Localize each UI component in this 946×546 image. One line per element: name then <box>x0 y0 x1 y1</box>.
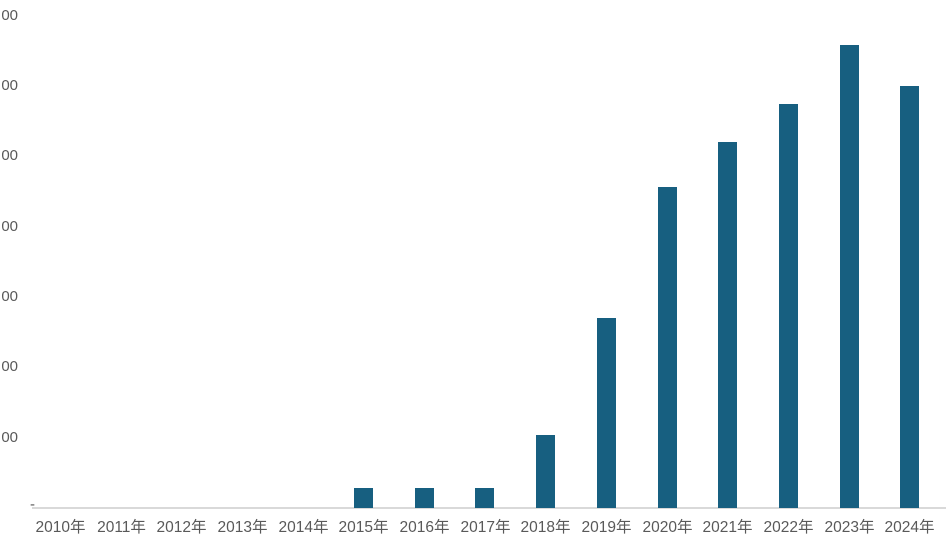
y-tick-label: 00 <box>1 148 18 164</box>
x-tick-label-2023年: 2023年 <box>824 519 875 536</box>
bar-2017年 <box>475 488 494 508</box>
bar-2020年 <box>658 187 677 508</box>
x-tick-label-2012年: 2012年 <box>156 519 207 536</box>
y-tick-label: 00 <box>1 359 18 375</box>
y-tick-label: 00 <box>1 430 18 446</box>
x-tick-label-2022年: 2022年 <box>763 519 814 536</box>
x-tick-label-2014年: 2014年 <box>278 519 329 536</box>
x-tick-label-2019年: 2019年 <box>581 519 632 536</box>
x-tick-label-2015年: 2015年 <box>338 519 389 536</box>
bar-2022年 <box>779 104 798 508</box>
bar-2015年 <box>354 488 373 508</box>
zero-tick-label: - <box>30 496 35 513</box>
bar-2018年 <box>536 435 555 508</box>
y-tick-label: 00 <box>1 289 18 305</box>
x-tick-label-2020年: 2020年 <box>642 519 693 536</box>
x-tick-label-2017年: 2017年 <box>460 519 511 536</box>
bar-2016年 <box>415 488 434 508</box>
x-tick-label-2011年: 2011年 <box>97 519 146 536</box>
x-axis-line <box>32 507 946 509</box>
bar-2019年 <box>597 318 616 508</box>
x-tick-label-2013年: 2013年 <box>217 519 268 536</box>
y-tick-label: 00 <box>1 8 18 24</box>
bar-2024年 <box>900 86 919 508</box>
x-tick-label-2021年: 2021年 <box>702 519 753 536</box>
x-tick-label-2024年: 2024年 <box>884 519 935 536</box>
y-tick-label: 00 <box>1 219 18 235</box>
x-tick-label-2010年: 2010年 <box>35 519 86 536</box>
x-tick-label-2016年: 2016年 <box>399 519 450 536</box>
bar-2023年 <box>840 45 859 508</box>
x-tick-label-2018年: 2018年 <box>520 519 571 536</box>
bar-2021年 <box>718 142 737 508</box>
y-tick-label: 00 <box>1 78 18 94</box>
